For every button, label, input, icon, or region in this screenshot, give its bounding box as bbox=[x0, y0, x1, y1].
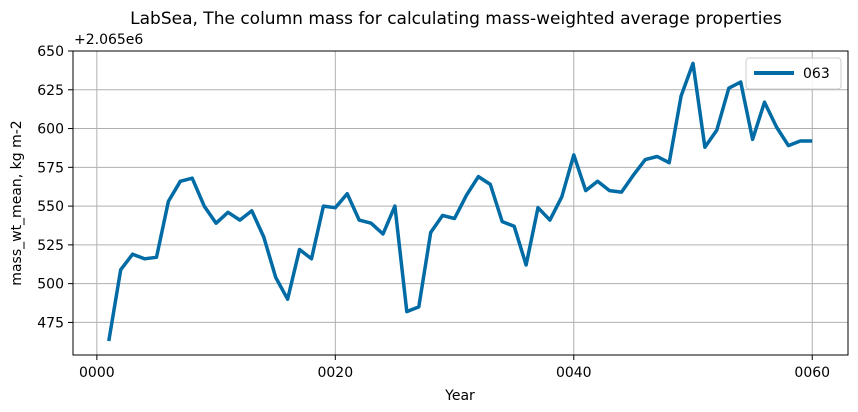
x-tick-label: 0040 bbox=[556, 365, 592, 381]
plot-frame bbox=[72, 50, 849, 356]
y-offset-label: +2.065e6 bbox=[74, 32, 143, 48]
y-tick-label: 525 bbox=[37, 238, 64, 254]
y-tick-label: 500 bbox=[37, 277, 64, 293]
legend: 063 bbox=[745, 57, 842, 90]
chart-title: LabSea, The column mass for calculating … bbox=[130, 9, 782, 29]
x-axis: 0000 0020 0040 0060 bbox=[79, 355, 830, 381]
y-tick-label: 550 bbox=[37, 199, 64, 215]
x-tick-label: 0060 bbox=[794, 365, 830, 381]
x-axis-label: Year bbox=[444, 388, 475, 404]
y-tick-label: 625 bbox=[37, 83, 64, 99]
y-tick-label: 600 bbox=[37, 122, 64, 138]
series-layer bbox=[107, 61, 813, 342]
series-line-063 bbox=[107, 61, 813, 342]
y-tick-label: 650 bbox=[37, 44, 64, 60]
y-axis-label: mass_wt_mean, kg m-2 bbox=[9, 120, 25, 285]
y-tick-label: 475 bbox=[37, 315, 64, 331]
grid bbox=[73, 50, 848, 355]
legend-label-063: 063 bbox=[803, 66, 830, 82]
x-tick-label: 0000 bbox=[79, 365, 115, 381]
x-tick-label: 0020 bbox=[317, 365, 353, 381]
y-tick-label: 575 bbox=[37, 160, 64, 176]
y-axis: 475 500 525 550 575 600 625 650 bbox=[37, 44, 73, 331]
